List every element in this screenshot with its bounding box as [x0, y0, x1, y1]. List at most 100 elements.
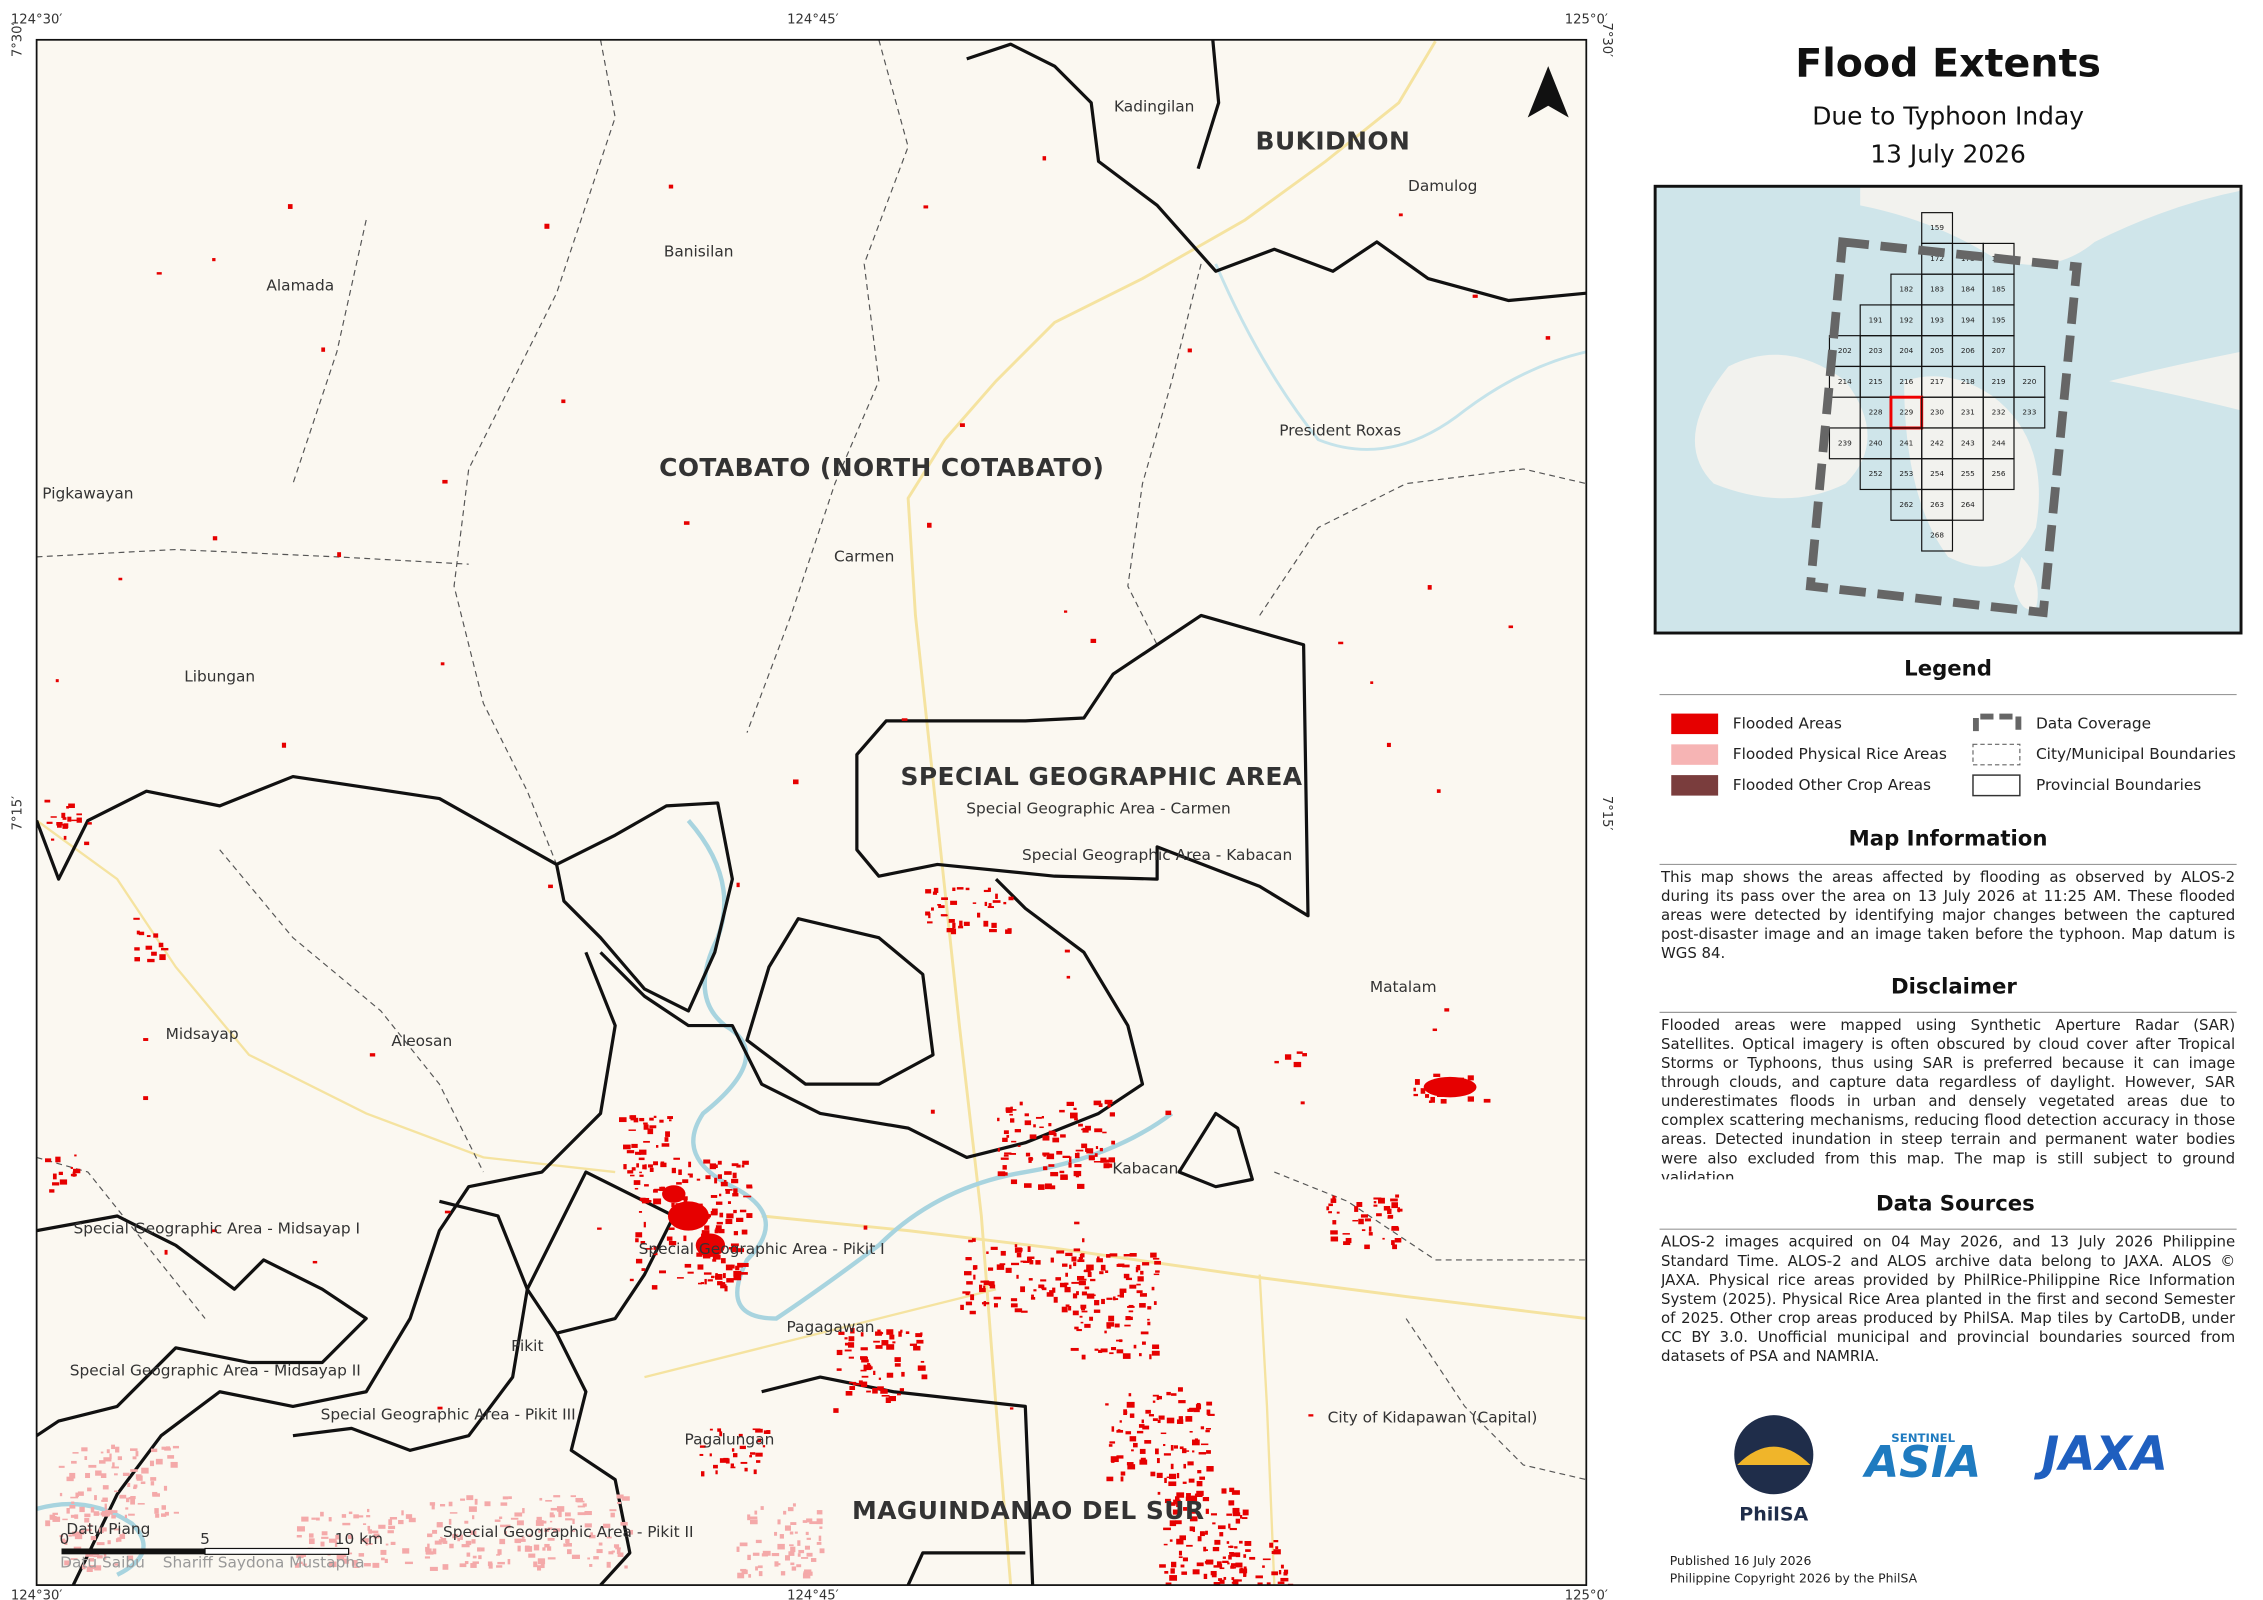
flood-patch — [965, 1301, 973, 1306]
flood-patch — [63, 835, 67, 840]
flood-patch — [1003, 1130, 1009, 1135]
flood-patch — [1269, 1542, 1274, 1548]
flood-patch — [431, 1504, 435, 1510]
place-label: Pikit — [511, 1337, 543, 1355]
flood-patch — [1207, 1413, 1215, 1416]
flood-patch — [1074, 1118, 1078, 1121]
flood-patch — [487, 1561, 493, 1567]
flood-patch — [901, 718, 908, 721]
flood-patch — [107, 1540, 111, 1545]
flood-patch — [1042, 156, 1047, 161]
flood-patch — [917, 1365, 926, 1371]
flood-patch — [328, 1517, 332, 1522]
flood-patch — [1106, 1476, 1114, 1482]
flood-patch — [844, 1342, 850, 1346]
flood-patch — [623, 1164, 627, 1170]
flood-patch — [518, 1538, 526, 1542]
flood-patch — [1048, 1130, 1056, 1136]
flood-patch — [170, 1461, 178, 1468]
flood-patch — [164, 1511, 169, 1516]
flood-patch — [44, 799, 51, 803]
flood-patch — [74, 1154, 77, 1157]
flood-patch — [556, 1506, 565, 1512]
flood-patch — [633, 1180, 641, 1185]
flood-patch — [66, 1476, 74, 1482]
flood-patch — [1171, 1522, 1177, 1525]
flood-patch — [478, 1555, 482, 1560]
philsa-logo-sun — [1737, 1446, 1811, 1465]
flood-patch — [1204, 1549, 1208, 1552]
flood-patch — [1226, 1541, 1230, 1544]
flood-patch — [792, 779, 799, 785]
flood-patch — [1056, 1150, 1063, 1155]
flood-patch — [1387, 1214, 1394, 1219]
flood-patch — [616, 1501, 622, 1504]
flood-patch — [1128, 1310, 1134, 1313]
footer: Philippine Copyright 2026 by the PhilSA — [1670, 1571, 1918, 1586]
flood-patch — [1093, 1309, 1101, 1313]
flood-patch — [1103, 1163, 1110, 1169]
flood-patch — [897, 1393, 901, 1396]
flood-patch — [321, 347, 326, 352]
flood-patch — [802, 1520, 808, 1523]
philsa-logo-text: PhilSA — [1739, 1503, 1808, 1525]
flood-patch — [321, 1536, 329, 1539]
flood-patch — [791, 1566, 797, 1571]
flood-patch — [1364, 1244, 1370, 1250]
flood-patch — [165, 1446, 171, 1451]
flood-patch — [1086, 1148, 1094, 1154]
provincial-boundary — [1196, 39, 1221, 170]
flood-patch — [1074, 1152, 1080, 1159]
flood-patch — [173, 1511, 180, 1514]
flood-patch — [833, 1408, 839, 1413]
flood-patch — [1244, 1540, 1252, 1546]
place-labels: Kadingilan Damulog Banisilan Alamada Preside… — [42, 98, 1537, 1572]
municipal-boundary — [746, 39, 909, 733]
flood-patch — [707, 1279, 713, 1282]
area-boundary — [555, 1332, 632, 1586]
flood-patch — [717, 1428, 722, 1432]
flood-patch — [860, 1356, 868, 1360]
flood-patch — [1508, 625, 1514, 629]
flood-patch — [117, 1456, 123, 1461]
flood-patch — [1179, 1535, 1187, 1541]
flood-patch — [792, 1503, 796, 1507]
flood-patch — [470, 1563, 477, 1568]
flood-patch — [93, 1511, 100, 1516]
place-label: Carmen — [834, 547, 894, 565]
flood-patch — [388, 1525, 396, 1530]
place-label: Matalam — [1370, 978, 1437, 996]
flood-patch — [1183, 1463, 1187, 1469]
flood-patch — [564, 1512, 571, 1517]
flood-patch — [715, 1470, 718, 1475]
flood-patch — [44, 1158, 52, 1163]
inset-tile-label: 232 — [1992, 408, 2006, 417]
flood-patch — [653, 1189, 658, 1193]
flood-patch — [774, 1561, 779, 1567]
flood-patch — [365, 1541, 369, 1546]
flood-patch — [1262, 1565, 1265, 1568]
inset-land — [2013, 556, 2038, 610]
flood-patch — [696, 1252, 703, 1257]
flood-patch — [1094, 1153, 1098, 1157]
flood-patch — [100, 1451, 104, 1454]
flood-patch — [925, 911, 931, 916]
flood-patch — [1060, 1134, 1066, 1138]
flood-patch — [596, 1549, 603, 1554]
flood-patch — [653, 1161, 659, 1166]
flood-patch — [930, 1109, 935, 1114]
flood-patch — [1165, 1110, 1172, 1116]
flood-patch — [1093, 1161, 1101, 1163]
flood-patch — [61, 812, 66, 818]
flood-patch — [1059, 1282, 1068, 1288]
flood-patch — [405, 1514, 413, 1519]
flood-patch — [1150, 1252, 1157, 1258]
flood-patch — [748, 1574, 752, 1578]
flood-patch — [1160, 1432, 1167, 1435]
flood-patch — [362, 1523, 367, 1525]
flood-patch — [66, 1508, 70, 1514]
inset-tile-label: 204 — [1899, 346, 1913, 355]
flood-patch — [736, 1164, 741, 1168]
flood-patch — [740, 1249, 745, 1252]
flood-patch — [514, 1512, 523, 1517]
